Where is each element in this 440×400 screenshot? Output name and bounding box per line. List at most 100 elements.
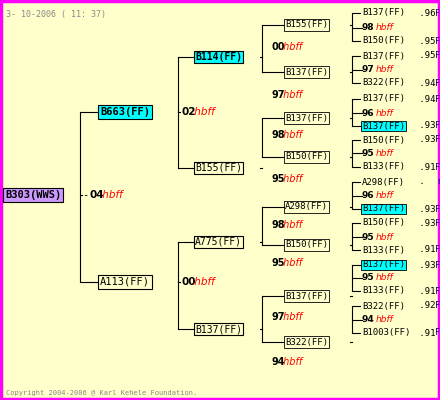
Text: B133(FF): B133(FF) xyxy=(362,286,405,296)
Text: B150(FF): B150(FF) xyxy=(285,152,328,162)
Text: B150(FF): B150(FF) xyxy=(285,240,328,250)
Text: F15 -Sinop62R: F15 -Sinop62R xyxy=(430,122,440,130)
Text: 97: 97 xyxy=(362,66,375,74)
Text: .91: .91 xyxy=(414,246,436,254)
Text: B150(FF): B150(FF) xyxy=(362,218,405,228)
Text: F13 -Sinop62R: F13 -Sinop62R xyxy=(430,162,440,172)
Text: .91: .91 xyxy=(414,162,436,172)
Text: hbff: hbff xyxy=(376,24,394,32)
Text: .: . xyxy=(414,178,425,186)
Text: A298(FF): A298(FF) xyxy=(285,202,328,212)
Text: .91: .91 xyxy=(414,328,436,338)
Text: B1003(FF): B1003(FF) xyxy=(362,328,411,338)
Text: 95: 95 xyxy=(362,232,374,242)
Text: hbff: hbff xyxy=(376,232,394,242)
Text: B137(FF): B137(FF) xyxy=(285,68,328,76)
Text: -: - xyxy=(82,190,88,200)
Text: .93: .93 xyxy=(414,122,436,130)
Text: hbff: hbff xyxy=(376,148,394,158)
Text: 94: 94 xyxy=(272,357,286,367)
Text: Copyright 2004-2006 @ Karl Kehele Foundation.: Copyright 2004-2006 @ Karl Kehele Founda… xyxy=(6,390,197,396)
Text: 3- 10-2006 ( 11: 37): 3- 10-2006 ( 11: 37) xyxy=(6,10,106,19)
Text: hbff: hbff xyxy=(280,174,302,184)
Text: B114(FF): B114(FF) xyxy=(195,52,242,62)
Text: hbff: hbff xyxy=(376,192,394,200)
Text: F16 -Sinop62R: F16 -Sinop62R xyxy=(430,218,440,228)
Text: .93: .93 xyxy=(414,136,436,144)
Text: B663(FF): B663(FF) xyxy=(100,107,150,117)
Text: hbff: hbff xyxy=(280,357,302,367)
Text: F13 -Sinop62R: F13 -Sinop62R xyxy=(430,246,440,254)
Text: 95: 95 xyxy=(362,148,374,158)
Text: B137(FF): B137(FF) xyxy=(285,114,328,122)
Text: B322(FF): B322(FF) xyxy=(362,302,405,310)
Text: 97: 97 xyxy=(272,90,286,100)
Text: 95: 95 xyxy=(362,274,374,282)
Text: 98: 98 xyxy=(362,24,374,32)
Text: B133(FF): B133(FF) xyxy=(362,162,405,172)
Text: .94: .94 xyxy=(414,94,436,104)
Text: F4 -B1003(FF): F4 -B1003(FF) xyxy=(430,328,440,338)
Text: hbff: hbff xyxy=(99,190,122,200)
Text: .93: .93 xyxy=(414,218,436,228)
Text: hbff: hbff xyxy=(376,66,394,74)
Text: B155(FF): B155(FF) xyxy=(195,163,242,173)
Text: B137(FF): B137(FF) xyxy=(285,292,328,300)
Text: F21 -B-xx43: F21 -B-xx43 xyxy=(430,302,440,310)
Text: F13 -Sinop62R: F13 -Sinop62R xyxy=(430,286,440,296)
Text: hbff: hbff xyxy=(280,42,302,52)
Text: F17 -Sinop62R: F17 -Sinop62R xyxy=(430,36,440,46)
Text: 96: 96 xyxy=(362,192,374,200)
Text: .93: .93 xyxy=(414,204,436,214)
Text: F16 -Sinop62R: F16 -Sinop62R xyxy=(430,136,440,144)
Text: 00: 00 xyxy=(182,277,197,287)
Text: 94: 94 xyxy=(362,316,375,324)
Text: 02: 02 xyxy=(182,107,197,117)
Text: F15 -Sinop62R: F15 -Sinop62R xyxy=(430,204,440,214)
Text: .93: .93 xyxy=(414,260,436,270)
Text: B303(WWS): B303(WWS) xyxy=(5,190,61,200)
Text: hbff: hbff xyxy=(191,107,214,117)
Text: .96: .96 xyxy=(414,8,436,18)
Text: 97: 97 xyxy=(272,312,286,322)
Text: B137(FF): B137(FF) xyxy=(362,94,405,104)
Text: hbff: hbff xyxy=(280,258,302,268)
Text: A298(FF): A298(FF) xyxy=(362,178,405,186)
Text: hbff: hbff xyxy=(191,277,214,287)
Text: B137(FF): B137(FF) xyxy=(362,122,405,130)
Text: hbff: hbff xyxy=(280,130,302,140)
Text: F16 -Sinop62R: F16 -Sinop62R xyxy=(430,8,440,18)
Text: 00: 00 xyxy=(272,42,286,52)
Text: B137(FF): B137(FF) xyxy=(362,204,405,214)
Text: B137(FF): B137(FF) xyxy=(362,52,405,60)
Text: .95: .95 xyxy=(414,52,436,60)
Text: 95: 95 xyxy=(272,174,286,184)
Text: A113(FF): A113(FF) xyxy=(100,277,150,287)
Text: F15 -Sinop62R: F15 -Sinop62R xyxy=(430,94,440,104)
Text: hbff: hbff xyxy=(280,220,302,230)
Text: 04: 04 xyxy=(90,190,105,200)
Text: B150(FF): B150(FF) xyxy=(362,36,405,46)
Text: B322(FF): B322(FF) xyxy=(362,78,405,88)
Text: B155(FF): B155(FF) xyxy=(285,20,328,30)
Text: B133(FF): B133(FF) xyxy=(362,246,405,254)
Text: A775(FF): A775(FF) xyxy=(195,237,242,247)
Text: .94: .94 xyxy=(414,78,436,88)
Text: hbff: hbff xyxy=(280,90,302,100)
Text: B322(FF): B322(FF) xyxy=(285,338,328,346)
Text: hbff: hbff xyxy=(280,312,302,322)
Text: B137(FF): B137(FF) xyxy=(362,260,405,270)
Text: B150(FF): B150(FF) xyxy=(362,136,405,144)
Text: 96: 96 xyxy=(362,108,374,118)
Text: B137(FF): B137(FF) xyxy=(362,8,405,18)
Text: hbff: hbff xyxy=(376,316,394,324)
Text: hbff: hbff xyxy=(376,274,394,282)
Text: F16 -Sinop62R: F16 -Sinop62R xyxy=(430,52,440,60)
Text: 98: 98 xyxy=(272,220,286,230)
Text: .95: .95 xyxy=(414,36,436,46)
Text: B137(FF): B137(FF) xyxy=(195,324,242,334)
Text: no more: no more xyxy=(438,178,440,186)
Text: .91: .91 xyxy=(414,286,436,296)
Text: F15 -Sinop62R: F15 -Sinop62R xyxy=(430,260,440,270)
Text: F22 -B-xx43: F22 -B-xx43 xyxy=(430,78,440,88)
